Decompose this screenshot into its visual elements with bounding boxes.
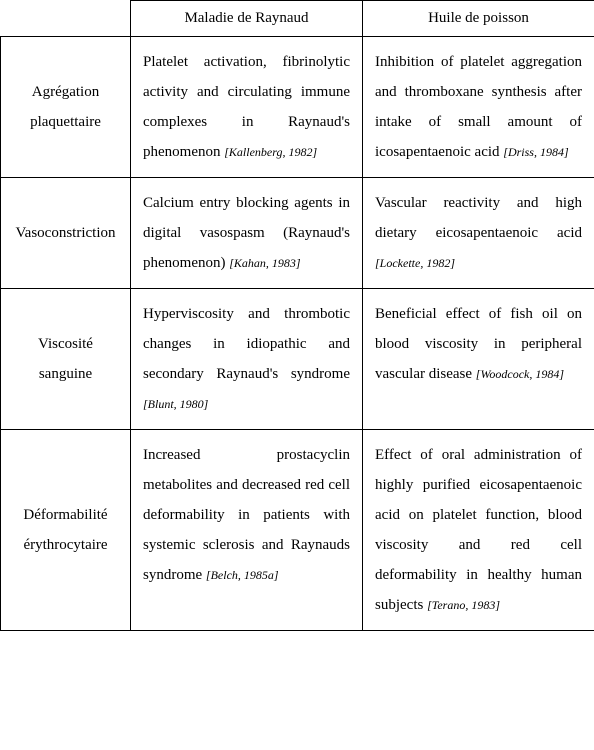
cell-viscosity-raynaud: Hyperviscosity and thrombotic changes in… <box>131 288 363 429</box>
cell-text: Increased prostacyclin metabolites and d… <box>143 447 350 583</box>
row-header-vasoconstriction: Vasoconstriction <box>1 177 131 288</box>
cell-text: Vascular reactivity and high dietary eic… <box>375 195 582 241</box>
cell-viscosity-fishoil: Beneficial effect of fish oil on blood v… <box>363 288 594 429</box>
cell-deformability-fishoil: Effect of oral administration of highly … <box>363 429 594 630</box>
col-header-fishoil: Huile de poisson <box>363 1 594 37</box>
reference-table: Maladie de Raynaud Huile de poisson Agré… <box>0 0 594 631</box>
table-row: Vasoconstriction Calcium entry blocking … <box>1 177 594 288</box>
table-row: Déformabilité érythrocytaire Increased p… <box>1 429 594 630</box>
citation: [Kahan, 1983] <box>229 256 300 270</box>
citation: [Woodcock, 1984] <box>476 367 564 381</box>
corner-cell <box>1 1 131 37</box>
table-row: Viscosité sanguine Hyperviscosity and th… <box>1 288 594 429</box>
table-row: Agrégation plaquettaire Platelet activat… <box>1 36 594 177</box>
row-header-aggregation: Agrégation plaquettaire <box>1 36 131 177</box>
row-header-viscosity: Viscosité sanguine <box>1 288 131 429</box>
cell-text: Hyperviscosity and thrombotic changes in… <box>143 306 350 382</box>
cell-text: Effect of oral administration of highly … <box>375 447 582 613</box>
citation: [Kallenberg, 1982] <box>224 145 317 159</box>
cell-aggregation-fishoil: Inhibition of platelet aggregation and t… <box>363 36 594 177</box>
cell-vasoconstriction-raynaud: Calcium entry blocking agents in digital… <box>131 177 363 288</box>
citation: [Lockette, 1982] <box>375 256 455 270</box>
cell-aggregation-raynaud: Platelet activation, fibrinolytic activi… <box>131 36 363 177</box>
citation: [Blunt, 1980] <box>143 397 208 411</box>
row-header-deformability: Déformabilité érythrocytaire <box>1 429 131 630</box>
cell-deformability-raynaud: Increased prostacyclin metabolites and d… <box>131 429 363 630</box>
cell-vasoconstriction-fishoil: Vascular reactivity and high dietary eic… <box>363 177 594 288</box>
header-row: Maladie de Raynaud Huile de poisson <box>1 1 594 37</box>
citation: [Terano, 1983] <box>427 598 500 612</box>
citation: [Belch, 1985a] <box>206 568 279 582</box>
citation: [Driss, 1984] <box>503 145 568 159</box>
col-header-raynaud: Maladie de Raynaud <box>131 1 363 37</box>
